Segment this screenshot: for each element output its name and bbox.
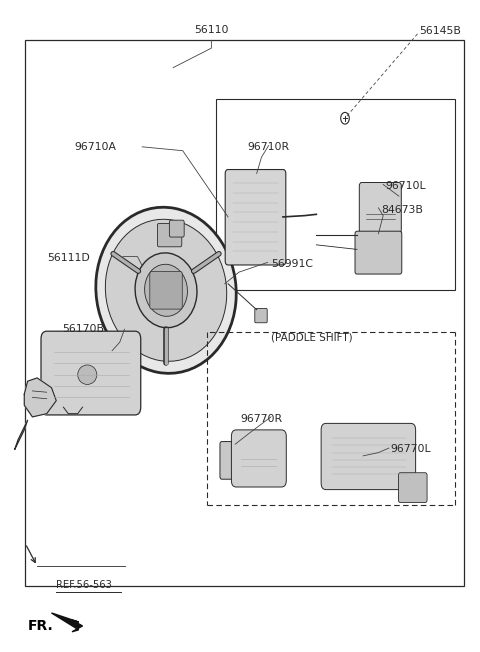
Text: 96710A: 96710A	[74, 143, 116, 153]
Text: 56145B: 56145B	[419, 25, 461, 36]
Text: 96710R: 96710R	[247, 143, 289, 153]
FancyBboxPatch shape	[225, 170, 286, 265]
Bar	[216, 98, 455, 290]
Ellipse shape	[144, 264, 188, 316]
FancyBboxPatch shape	[398, 473, 427, 503]
FancyBboxPatch shape	[220, 441, 237, 479]
Text: 56170B: 56170B	[62, 324, 104, 334]
Ellipse shape	[78, 365, 97, 385]
FancyBboxPatch shape	[321, 423, 416, 490]
Polygon shape	[15, 420, 28, 449]
Text: (PADDLE SHIFT): (PADDLE SHIFT)	[271, 333, 353, 342]
FancyBboxPatch shape	[150, 271, 182, 309]
Polygon shape	[51, 613, 83, 632]
Text: REF.56-563: REF.56-563	[56, 580, 112, 591]
Ellipse shape	[96, 207, 236, 374]
Polygon shape	[24, 378, 56, 417]
FancyBboxPatch shape	[231, 430, 286, 487]
FancyBboxPatch shape	[355, 231, 402, 274]
FancyBboxPatch shape	[157, 224, 182, 247]
Text: 96770R: 96770R	[240, 413, 283, 424]
Ellipse shape	[105, 219, 227, 361]
Text: 96770L: 96770L	[390, 445, 431, 454]
FancyBboxPatch shape	[255, 308, 267, 323]
Text: 84673B: 84673B	[381, 205, 423, 215]
Text: 56111D: 56111D	[47, 253, 90, 263]
FancyBboxPatch shape	[41, 331, 141, 415]
Text: FR.: FR.	[28, 619, 53, 633]
Bar	[25, 40, 464, 585]
Text: 96710L: 96710L	[385, 181, 426, 192]
FancyBboxPatch shape	[360, 183, 401, 233]
Text: 56991C: 56991C	[271, 259, 313, 269]
Text: 56110: 56110	[194, 25, 228, 35]
Ellipse shape	[135, 253, 197, 328]
FancyBboxPatch shape	[169, 220, 184, 237]
